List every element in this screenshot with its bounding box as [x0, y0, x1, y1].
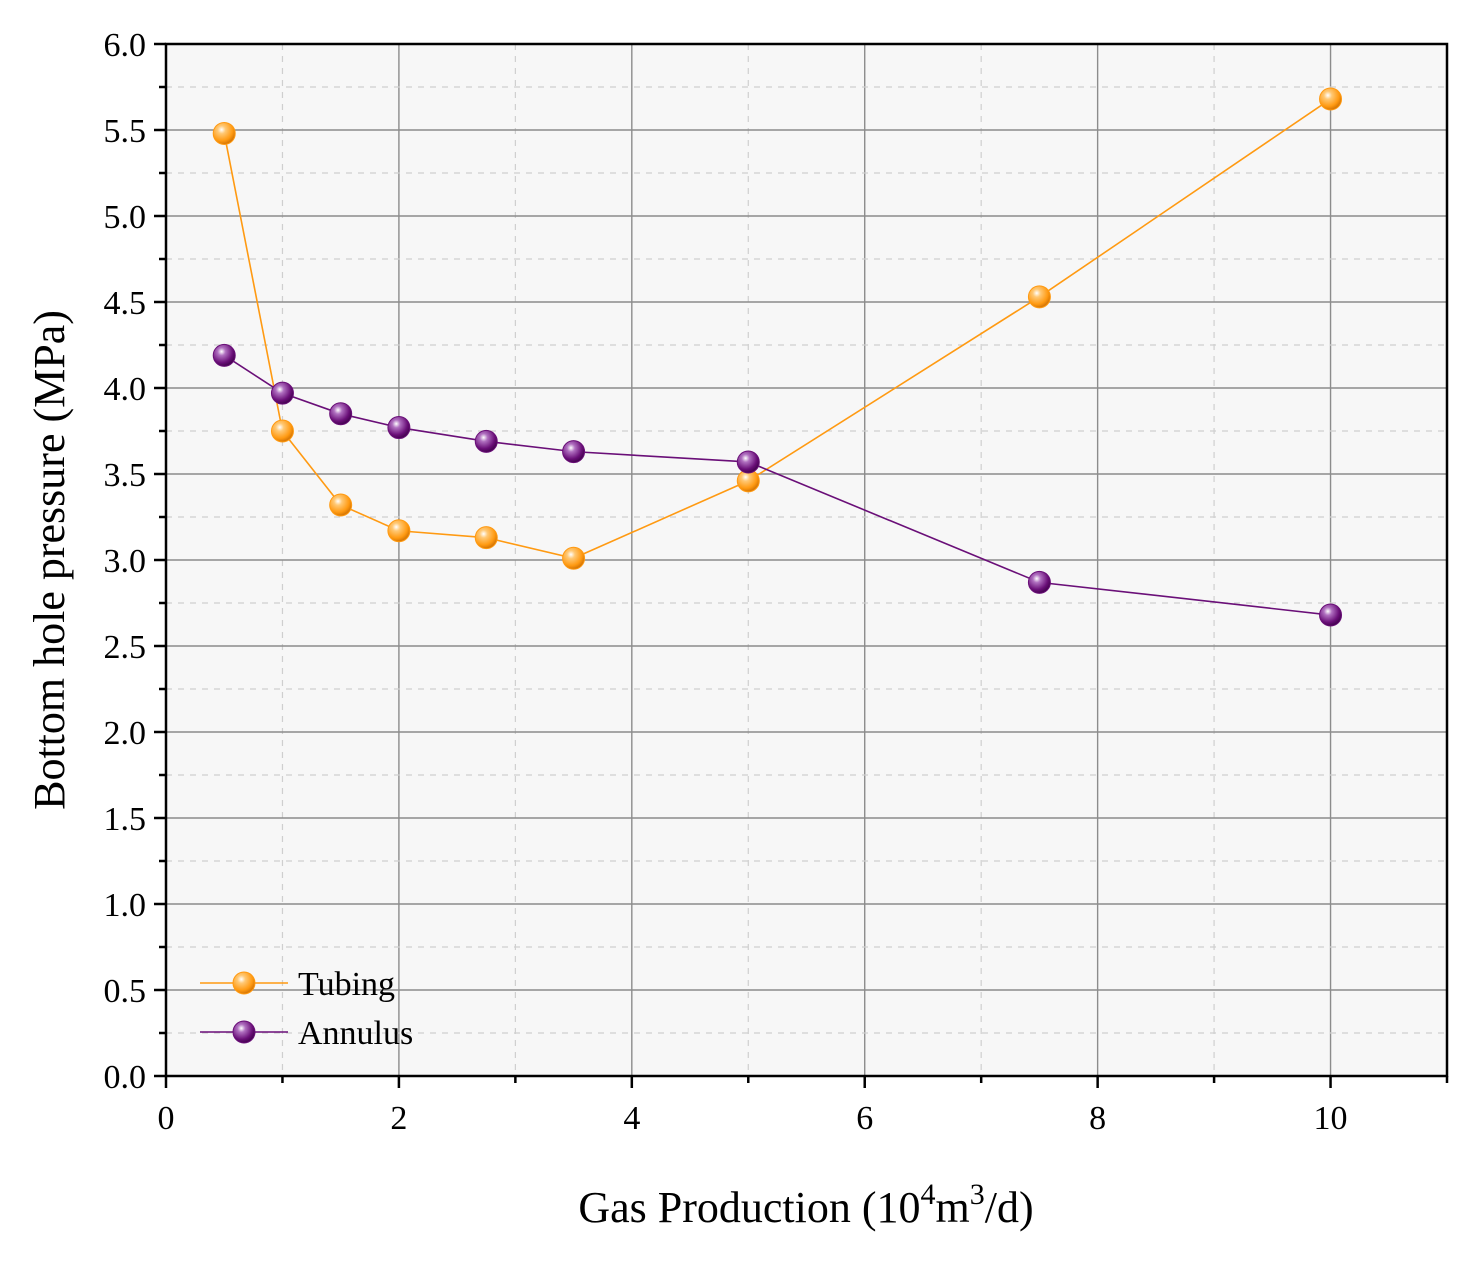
x-tick-label: 0	[158, 1100, 175, 1137]
series-group	[212, 87, 1343, 627]
data-point-tubing	[387, 519, 411, 543]
x-tick-label: 4	[623, 1100, 640, 1137]
data-point-tubing	[212, 121, 236, 145]
data-point-annulus	[736, 450, 760, 474]
y-tick-label: 6.0	[104, 27, 147, 64]
y-tick-label: 2.5	[104, 629, 147, 666]
y-tick-label: 5.0	[104, 199, 147, 236]
data-point-tubing	[474, 526, 498, 550]
data-point-annulus	[1027, 570, 1051, 594]
y-tick-label: 0.0	[104, 1059, 147, 1096]
y-tick-label: 1.0	[104, 887, 147, 924]
data-point-tubing	[1027, 285, 1051, 309]
y-tick-label: 1.5	[104, 801, 147, 838]
legend-label-tubing: Tubing	[298, 966, 395, 1003]
series-annulus	[212, 343, 1343, 627]
data-point-annulus	[270, 381, 294, 405]
data-point-annulus	[1319, 603, 1343, 627]
y-tick-label: 4.0	[104, 371, 147, 408]
data-point-tubing	[270, 419, 294, 443]
legend-marker-annulus	[232, 1020, 256, 1044]
y-tick-label: 2.0	[104, 715, 147, 752]
x-tick-label: 8	[1089, 1100, 1106, 1137]
x-tick-label: 10	[1314, 1100, 1348, 1137]
data-point-tubing	[329, 493, 353, 517]
y-tick-label: 3.5	[104, 457, 147, 494]
y-tick-label: 4.5	[104, 285, 147, 322]
data-point-annulus	[562, 440, 586, 464]
series-tubing	[212, 87, 1343, 570]
legend-marker-tubing	[232, 971, 256, 995]
grid	[166, 44, 1447, 1076]
y-tick-label: 0.5	[104, 973, 147, 1010]
data-point-annulus	[212, 343, 236, 367]
legend-item-annulus: Annulus	[200, 1015, 413, 1052]
data-point-annulus	[329, 402, 353, 426]
data-point-tubing	[1319, 87, 1343, 111]
ticks: 0 2 4 6 8 10 0.0 0.5 1.0 1.5 2.0 2.5 3.0 3.5 4.0 4.5 5.0…	[104, 27, 1449, 1137]
x-tick-label: 6	[856, 1100, 873, 1137]
y-axis-title: Bottom hole pressure (MPa)	[25, 310, 74, 810]
legend-item-tubing: Tubing	[200, 966, 395, 1003]
data-point-annulus	[387, 416, 411, 440]
x-tick-label: 2	[390, 1100, 407, 1137]
y-tick-label: 5.5	[104, 113, 147, 150]
legend-label-annulus: Annulus	[298, 1015, 413, 1052]
data-point-tubing	[562, 546, 586, 570]
data-point-annulus	[474, 429, 498, 453]
y-tick-label: 3.0	[104, 543, 147, 580]
x-axis-title: Gas Production (104m3/d)	[578, 1178, 1033, 1232]
legend: Tubing Annulus	[200, 966, 413, 1052]
